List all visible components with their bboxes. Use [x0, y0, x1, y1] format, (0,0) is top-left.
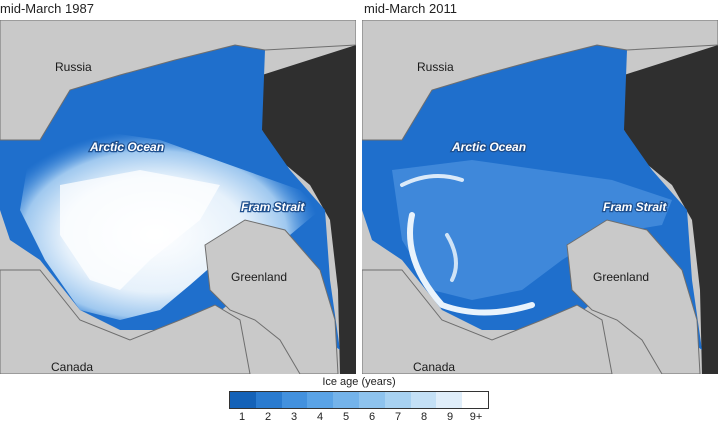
label-arctic-ocean: Arctic Ocean — [89, 140, 164, 154]
russia-landmass — [0, 20, 356, 141]
label-greenland: Greenland — [231, 270, 287, 284]
greenland-landmass — [566, 219, 701, 374]
panel-title-1987: mid-March 1987 — [0, 1, 94, 16]
legend-title: Ice age (years) — [322, 376, 396, 388]
legend-swatch-6 — [358, 392, 385, 408]
legend-swatch-9 — [436, 392, 463, 408]
label-fram-strait: Fram Strait — [603, 200, 667, 214]
legend-swatch-4 — [307, 392, 334, 408]
old-ice-arc — [407, 212, 535, 316]
greenland-landmass — [204, 219, 339, 374]
canada-landmass — [0, 269, 251, 374]
label-russia: Russia — [417, 60, 454, 74]
label-russia: Russia — [55, 60, 92, 74]
legend-tick-label: 9 — [446, 411, 454, 423]
legend-swatch-10 — [462, 392, 488, 408]
legend-tick-label: 8 — [420, 411, 428, 423]
second-year-ice — [392, 160, 672, 300]
legend-color-bar — [229, 391, 489, 409]
label-canada: Canada — [413, 360, 455, 374]
panel-title-2011: mid-March 2011 — [364, 1, 457, 16]
legend-tick-label: 1 — [238, 411, 246, 423]
dark-sea — [624, 45, 718, 374]
label-arctic-ocean: Arctic Ocean — [451, 140, 526, 154]
label-fram-strait: Fram Strait — [241, 200, 305, 214]
legend-tick-label: 7 — [394, 411, 402, 423]
legend-tick-label: 5 — [342, 411, 350, 423]
label-canada: Canada — [51, 360, 93, 374]
legend-swatch-7 — [384, 392, 411, 408]
old-ice-streak — [400, 174, 464, 187]
dark-sea — [262, 45, 356, 374]
map-2011: Russia Arctic Ocean Fram Strait Greenlan… — [362, 20, 718, 374]
canada-landmass — [362, 269, 613, 374]
oldest-ice-core — [60, 170, 220, 290]
legend-ticks: 1 2 3 4 5 6 7 8 9 9+ — [229, 411, 489, 423]
legend-tick-label: 4 — [316, 411, 324, 423]
label-greenland: Greenland — [593, 270, 649, 284]
map-1987: Russia Arctic Ocean Fram Strait Greenlan… — [0, 20, 356, 374]
russia-landmass — [362, 20, 718, 141]
legend-tick-label: 3 — [290, 411, 298, 423]
legend-tick-label: 6 — [368, 411, 376, 423]
legend-swatch-5 — [333, 392, 359, 408]
legend-tick-label: 9+ — [469, 411, 483, 423]
legend-swatch-2 — [255, 392, 282, 408]
legend-tick-label: 2 — [264, 411, 272, 423]
legend-swatch-8 — [410, 392, 437, 408]
old-ice-streak-2 — [445, 233, 458, 282]
legend-swatch-3 — [281, 392, 308, 408]
legend-swatch-1 — [230, 392, 256, 408]
